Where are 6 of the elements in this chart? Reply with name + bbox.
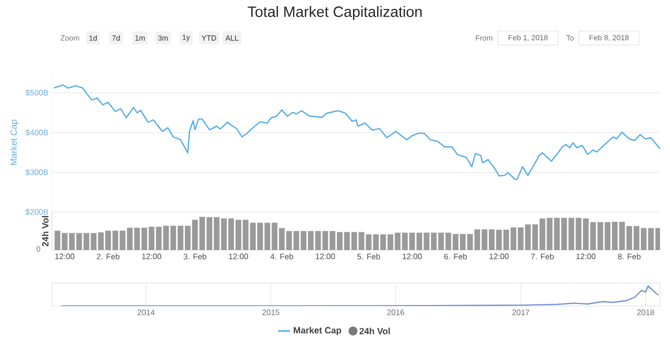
y-axis-title: 24h Vol: [42, 216, 48, 246]
y-axis-title: Market Cap: [10, 120, 19, 165]
text: 24h Vol: [360, 328, 390, 334]
chart-title: Total Market Capitalization: [248, 6, 422, 20]
legend-label: Market Cap: [294, 326, 342, 336]
line-series: [53, 84, 660, 180]
